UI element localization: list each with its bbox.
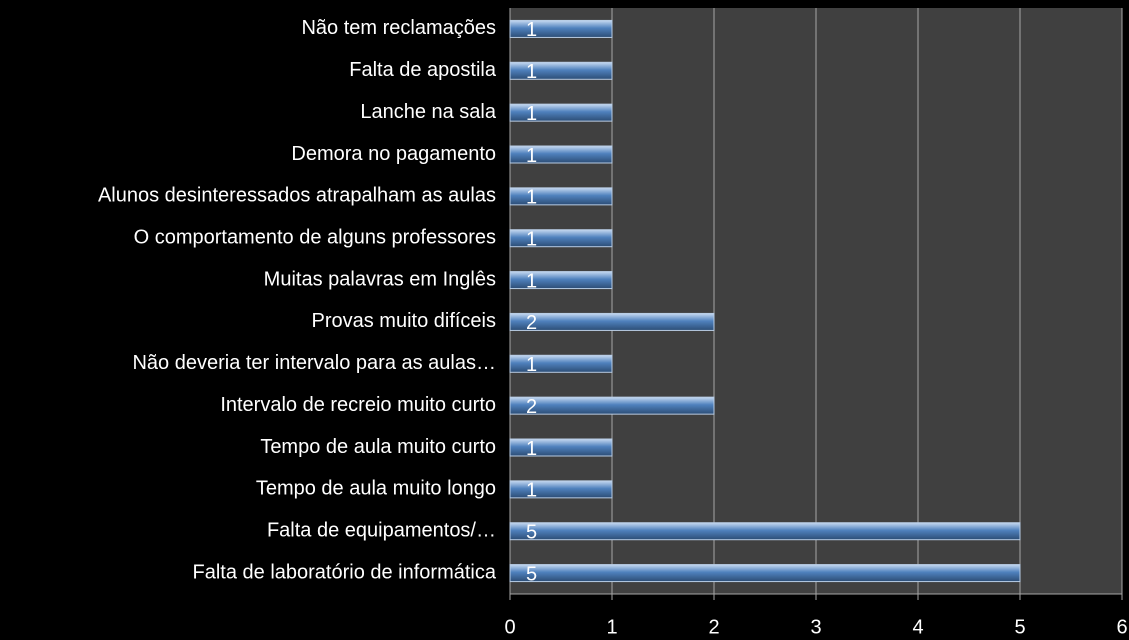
x-tick-label: 1 — [606, 616, 617, 638]
data-label: 1 — [526, 270, 537, 292]
y-tick-label: Lanche na sala — [360, 101, 497, 123]
bar — [509, 145, 613, 164]
bar — [509, 480, 613, 499]
bar — [509, 61, 613, 80]
bar — [509, 438, 613, 457]
data-label: 2 — [526, 312, 537, 334]
bar — [509, 564, 1021, 583]
bar — [509, 354, 613, 373]
y-tick-label: Não tem reclamações — [301, 17, 496, 39]
bar — [509, 229, 613, 248]
bar — [509, 271, 613, 290]
y-tick-label: Demora no pagamento — [291, 143, 496, 165]
y-tick-label: Intervalo de recreio muito curto — [220, 394, 496, 416]
data-label: 1 — [526, 480, 537, 502]
data-label: 1 — [526, 19, 537, 41]
bar — [509, 187, 613, 206]
y-tick-label: Falta de apostila — [349, 59, 497, 81]
data-label: 5 — [526, 563, 537, 585]
y-tick-label: Não deveria ter intervalo para as aulas… — [132, 352, 496, 374]
y-tick-label: Provas muito difíceis — [311, 310, 496, 332]
data-label: 1 — [526, 438, 537, 460]
data-label: 1 — [526, 187, 537, 209]
bar — [509, 103, 613, 122]
y-tick-label: Alunos desinteressados atrapalham as aul… — [98, 185, 496, 207]
y-tick-label: Muitas palavras em Inglês — [264, 268, 496, 290]
data-label: 5 — [526, 521, 537, 543]
bar — [509, 396, 715, 415]
data-label: 1 — [526, 145, 537, 167]
x-tick-label: 5 — [1014, 616, 1025, 638]
y-tick-label: O comportamento de alguns professores — [134, 226, 496, 248]
x-tick-label: 6 — [1116, 616, 1127, 638]
x-tick-label: 3 — [810, 616, 821, 638]
bar — [509, 19, 613, 38]
y-tick-label: Falta de laboratório de informática — [193, 561, 497, 583]
x-tick-label: 2 — [708, 616, 719, 638]
y-tick-label: Tempo de aula muito longo — [256, 478, 496, 500]
data-label: 1 — [526, 228, 537, 250]
x-tick-label: 0 — [504, 616, 515, 638]
x-tick-label: 4 — [912, 616, 923, 638]
bar — [509, 312, 715, 331]
data-label: 1 — [526, 354, 537, 376]
data-label: 1 — [526, 61, 537, 83]
data-label: 1 — [526, 103, 537, 125]
y-tick-label: Tempo de aula muito curto — [260, 436, 496, 458]
bar — [509, 522, 1021, 541]
y-tick-label: Falta de equipamentos/… — [267, 519, 496, 541]
data-label: 2 — [526, 396, 537, 418]
